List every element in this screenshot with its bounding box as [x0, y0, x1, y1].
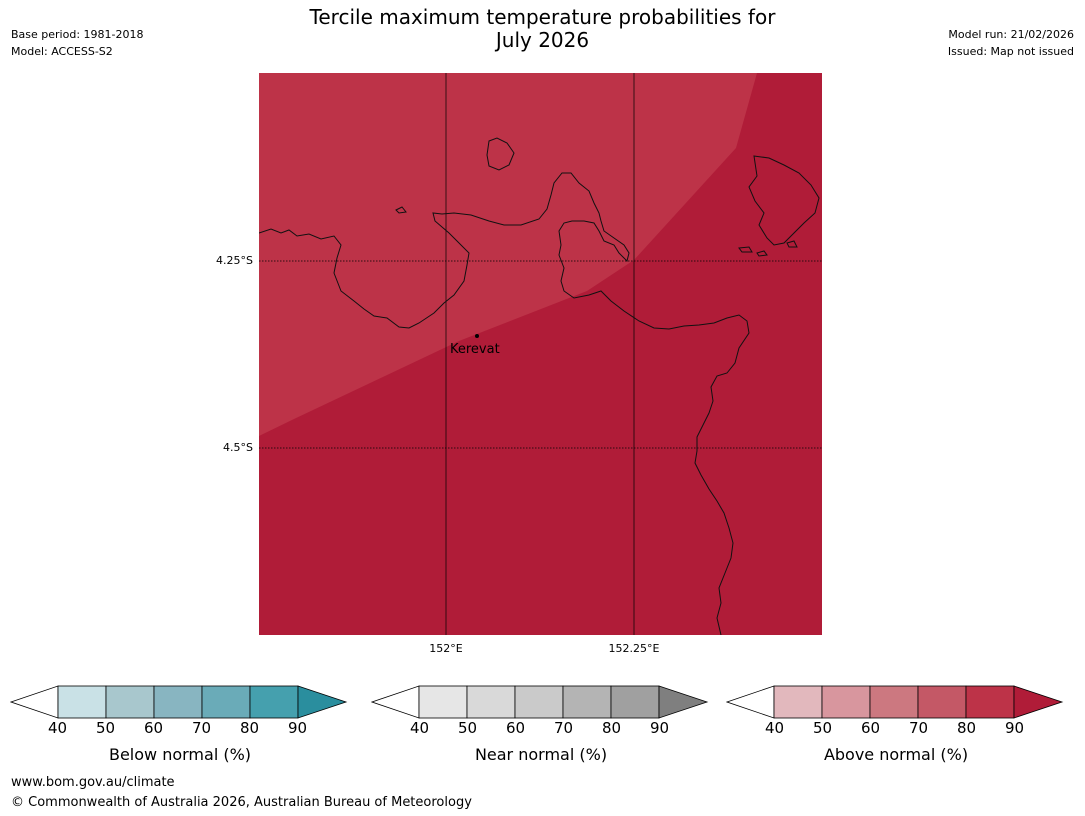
tick-label: 60	[861, 719, 881, 737]
tick-label: 50	[458, 719, 478, 737]
legend-swatch	[201, 685, 251, 719]
title-line-1: Tercile maximum temperature probabilitie…	[309, 5, 776, 29]
legend-near-swatches	[371, 685, 709, 719]
tick-label: 50	[813, 719, 833, 737]
meta-left: Base period: 1981-2018 Model: ACCESS-S2	[11, 26, 143, 60]
legend-near-normal	[371, 685, 709, 719]
legend-swatch	[418, 685, 468, 719]
tick-label: 70	[909, 719, 929, 737]
legend-below-swatches	[10, 685, 348, 719]
coastline-main	[259, 172, 750, 635]
legend-swatch	[562, 685, 612, 719]
model-name: Model: ACCESS-S2	[11, 45, 113, 58]
tick-label: 40	[410, 719, 430, 737]
legend-swatch	[514, 685, 564, 719]
map-title: Tercile maximum temperature probabilitie…	[0, 6, 1085, 52]
region-above-80	[259, 73, 757, 436]
legend-extend-high	[297, 685, 348, 719]
base-period: Base period: 1981-2018	[11, 28, 144, 41]
lat-label-4-5: 4.5°S	[223, 441, 253, 454]
legend-swatch	[249, 685, 299, 719]
legend-below-title: Below normal (%)	[108, 745, 252, 764]
island-north	[486, 137, 515, 171]
tick-label: 40	[48, 719, 68, 737]
legend-below-normal	[10, 685, 348, 719]
meta-right: Model run: 21/02/2026 Issued: Map not is…	[948, 26, 1074, 60]
tick-label: 60	[506, 719, 526, 737]
footer-copyright: © Commonwealth of Australia 2026, Austra…	[11, 795, 472, 810]
legend-below-ticks: 40 50 60 70 80 90	[10, 719, 350, 739]
legend-swatch	[610, 685, 660, 719]
tick-label: 70	[192, 719, 212, 737]
islet-east-2	[756, 250, 768, 257]
legend-swatch	[105, 685, 155, 719]
tick-label: 50	[96, 719, 116, 737]
legend-extend-low	[371, 685, 420, 719]
legend-extend-low	[10, 685, 59, 719]
tick-label: 40	[765, 719, 785, 737]
legend-above-title: Above normal (%)	[823, 745, 969, 764]
island-small	[395, 206, 407, 214]
legend-swatch	[869, 685, 919, 719]
issued-status: Issued: Map not issued	[947, 45, 1074, 58]
place-label-kerevat: Kerevat	[450, 342, 500, 357]
tick-label: 80	[957, 719, 977, 737]
coastlines	[259, 137, 820, 635]
lon-label-152: 152°E	[429, 642, 463, 655]
title-line-2: July 2026	[495, 28, 590, 52]
legend-swatch	[57, 685, 107, 719]
legend-swatch	[773, 685, 823, 719]
islet-east-3	[786, 240, 798, 248]
island-east	[748, 155, 820, 246]
legend-extend-high	[1013, 685, 1064, 719]
legend-swatch	[965, 685, 1015, 719]
tick-label: 70	[554, 719, 574, 737]
legend-above-normal	[726, 685, 1064, 719]
lat-label-4-25: 4.25°S	[216, 254, 253, 267]
legend-swatch	[466, 685, 516, 719]
lon-label-152-25: 152.25°E	[608, 642, 660, 655]
model-run: Model run: 21/02/2026	[948, 28, 1074, 41]
legend-above-ticks: 40 50 60 70 80 90	[726, 719, 1066, 739]
kerevat-marker	[475, 334, 479, 338]
legend-swatch	[917, 685, 967, 719]
tick-label: 90	[1005, 719, 1025, 737]
tick-label: 90	[288, 719, 308, 737]
legend-extend-high	[658, 685, 709, 719]
footer-url[interactable]: www.bom.gov.au/climate	[11, 775, 175, 790]
legend-near-title: Near normal (%)	[474, 745, 608, 764]
graticule	[259, 73, 822, 635]
legend-swatch	[153, 685, 203, 719]
legend-near-ticks: 40 50 60 70 80 90	[371, 719, 711, 739]
tick-label: 60	[144, 719, 164, 737]
legend-extend-low	[726, 685, 775, 719]
tick-label: 90	[650, 719, 670, 737]
legend-swatch	[821, 685, 871, 719]
islet-east-1	[738, 246, 753, 253]
probability-map[interactable]	[259, 73, 822, 635]
legend-above-swatches	[726, 685, 1064, 719]
tick-label: 80	[240, 719, 260, 737]
tick-label: 80	[602, 719, 622, 737]
